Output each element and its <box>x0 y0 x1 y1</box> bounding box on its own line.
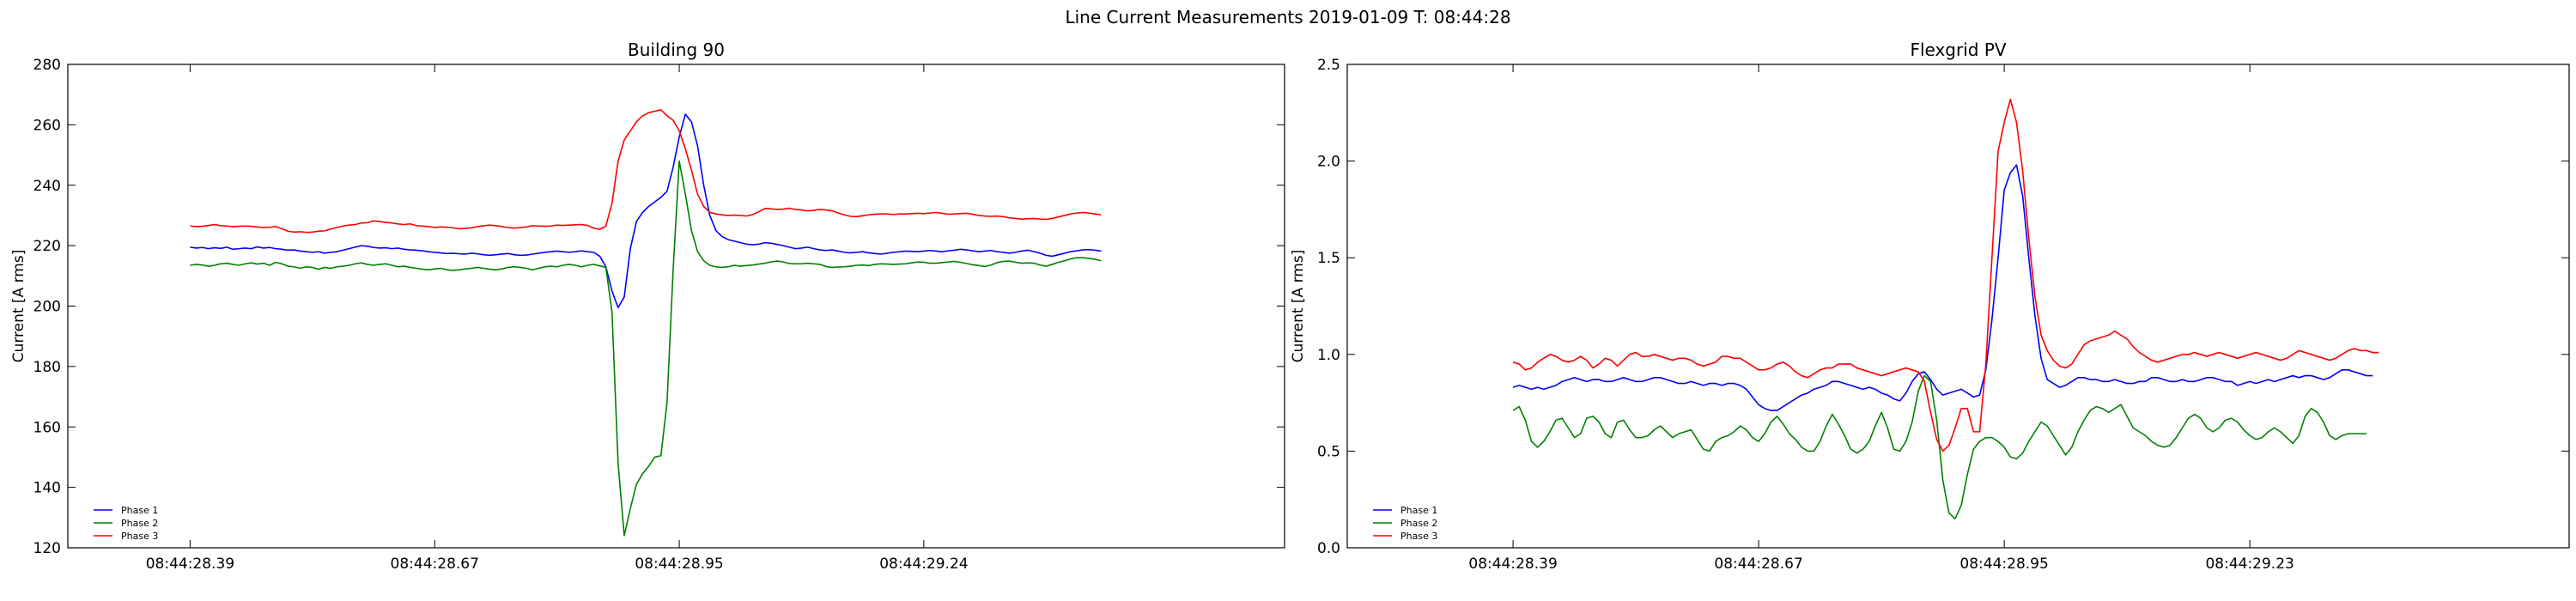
y-tick-label: 200 <box>33 299 61 316</box>
y-tick-label: 260 <box>33 117 61 134</box>
x-tick-label: 08:44:28.39 <box>1468 555 1557 573</box>
series-line-phase-3 <box>190 108 1102 234</box>
x-tick-label: 08:44:29.24 <box>879 555 968 573</box>
y-tick-label: 160 <box>33 419 61 436</box>
chart-title: Building 90 <box>628 39 725 60</box>
y-tick-label: 2.0 <box>1317 154 1340 171</box>
y-tick-label: 1.0 <box>1317 347 1340 364</box>
y-tick-label: 180 <box>33 359 61 376</box>
y-tick-label: 0.0 <box>1317 540 1340 557</box>
legend-label: Phase 2 <box>1400 518 1437 529</box>
plot-frame <box>1346 64 2570 549</box>
y-tick-label: 120 <box>33 540 61 557</box>
legend: Phase 1 Phase 2 Phase 3 <box>1373 505 1437 542</box>
legend-label: Phase 2 <box>121 518 158 529</box>
series-line-phase-2 <box>190 160 1102 537</box>
y-tick-label: 280 <box>33 57 61 74</box>
legend: Phase 1 Phase 2 Phase 3 <box>94 505 158 542</box>
y-tick-label: 2.5 <box>1317 57 1340 74</box>
chart-panel-2: 0.0 0.5 1.0 1.5 2.0 2.5 08:44:28.39 08:44:28.67… <box>1290 39 2570 573</box>
y-axis-label: Current [A rms] <box>1290 250 1307 363</box>
series-line-phase-2 <box>1512 374 2367 520</box>
legend-label: Phase 3 <box>121 531 158 542</box>
y-tick-label: 140 <box>33 480 61 497</box>
y-tick-label: 240 <box>33 178 61 195</box>
x-tick-label: 08:44:28.95 <box>1959 555 2048 573</box>
series-line-phase-3 <box>1512 98 2379 452</box>
series-line-phase-1 <box>190 113 1102 309</box>
y-tick-label: 0.5 <box>1317 443 1340 460</box>
figure-title: Line Current Measurements 2019-01-09 T: … <box>1065 7 1511 27</box>
y-axis-label: Current [A rms] <box>10 250 27 363</box>
y-tick-label: 1.5 <box>1317 250 1340 267</box>
legend-label: Phase 3 <box>1400 531 1437 542</box>
series-line-phase-1 <box>1512 164 2373 411</box>
plot-frame <box>67 64 1285 549</box>
legend-label: Phase 1 <box>121 505 158 516</box>
legend-label: Phase 1 <box>1400 505 1437 516</box>
chart-panel-1: 120 140 160 180 200 220 240 260 280 08:44:28.39 08… <box>10 39 1285 573</box>
chart-title: Flexgrid PV <box>1910 39 2006 60</box>
y-tick-label: 220 <box>33 238 61 255</box>
x-tick-label: 08:44:28.67 <box>391 555 479 573</box>
x-tick-label: 08:44:28.39 <box>146 555 234 573</box>
x-tick-label: 08:44:29.23 <box>2205 555 2293 573</box>
x-tick-label: 08:44:28.95 <box>635 555 723 573</box>
x-tick-label: 08:44:28.67 <box>1714 555 1802 573</box>
